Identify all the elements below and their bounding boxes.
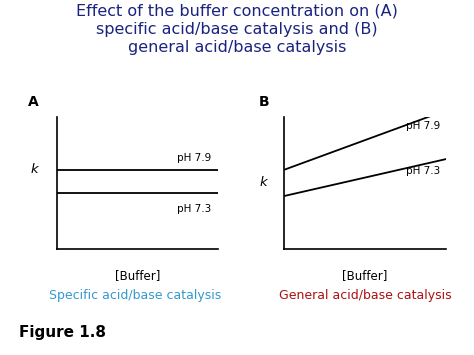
Text: pH 7.3: pH 7.3 — [407, 166, 441, 176]
Text: Figure 1.8: Figure 1.8 — [19, 325, 106, 340]
Text: A: A — [28, 95, 38, 109]
Text: pH 7.9: pH 7.9 — [407, 121, 441, 131]
Text: B: B — [259, 95, 269, 109]
Text: Effect of the buffer concentration on (A)
specific acid/base catalysis and (B)
g: Effect of the buffer concentration on (A… — [76, 4, 398, 55]
Text: pH 7.3: pH 7.3 — [177, 204, 211, 214]
Text: k: k — [260, 176, 267, 189]
Text: General acid/base catalysis: General acid/base catalysis — [279, 289, 451, 302]
Text: [Buffer]: [Buffer] — [115, 269, 160, 283]
Text: k: k — [30, 163, 38, 176]
Text: Specific acid/base catalysis: Specific acid/base catalysis — [49, 289, 221, 302]
Text: [Buffer]: [Buffer] — [342, 269, 388, 283]
Text: pH 7.9: pH 7.9 — [177, 153, 211, 163]
